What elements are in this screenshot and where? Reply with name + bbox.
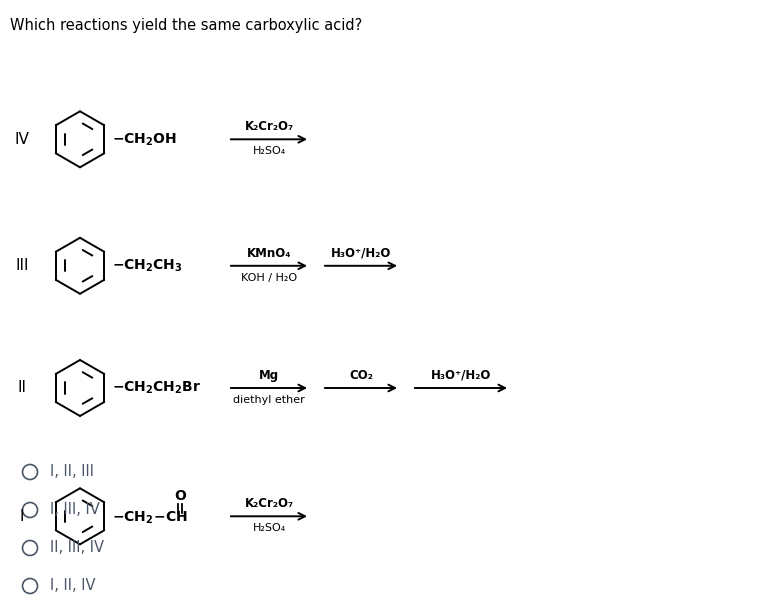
Text: H₂SO₄: H₂SO₄ (253, 146, 286, 156)
Text: $\mathbf{-CH_2CH_3}$: $\mathbf{-CH_2CH_3}$ (112, 258, 183, 274)
Text: $\mathbf{-CH_2\!-\!CH}$: $\mathbf{-CH_2\!-\!CH}$ (112, 510, 188, 527)
Text: Mg: Mg (259, 369, 279, 382)
Text: diethyl ether: diethyl ether (233, 395, 305, 405)
Text: $\mathbf{-CH_2CH_2Br}$: $\mathbf{-CH_2CH_2Br}$ (112, 380, 201, 396)
Text: O: O (174, 489, 186, 503)
Text: K₂Cr₂O₇: K₂Cr₂O₇ (245, 497, 294, 510)
Text: Which reactions yield the same carboxylic acid?: Which reactions yield the same carboxyli… (10, 18, 362, 33)
Text: H₃O⁺/H₂O: H₃O⁺/H₂O (430, 369, 491, 382)
Text: CO₂: CO₂ (349, 369, 373, 382)
Text: I, II, III: I, II, III (50, 464, 94, 480)
Text: III: III (16, 258, 29, 273)
Text: I, III, IV: I, III, IV (50, 502, 99, 518)
Text: II: II (18, 381, 26, 395)
Text: K₂Cr₂O₇: K₂Cr₂O₇ (245, 120, 294, 133)
Text: $\mathbf{-CH_2OH}$: $\mathbf{-CH_2OH}$ (112, 131, 177, 147)
Text: IV: IV (15, 132, 30, 147)
Text: KOH / H₂O: KOH / H₂O (241, 273, 297, 283)
Text: H₃O⁺/H₂O: H₃O⁺/H₂O (331, 247, 391, 260)
Text: KMnO₄: KMnO₄ (247, 247, 291, 260)
Text: H₂SO₄: H₂SO₄ (253, 523, 286, 533)
Text: I, II, IV: I, II, IV (50, 579, 96, 593)
Text: I: I (19, 509, 24, 524)
Text: II, III, IV: II, III, IV (50, 541, 104, 555)
